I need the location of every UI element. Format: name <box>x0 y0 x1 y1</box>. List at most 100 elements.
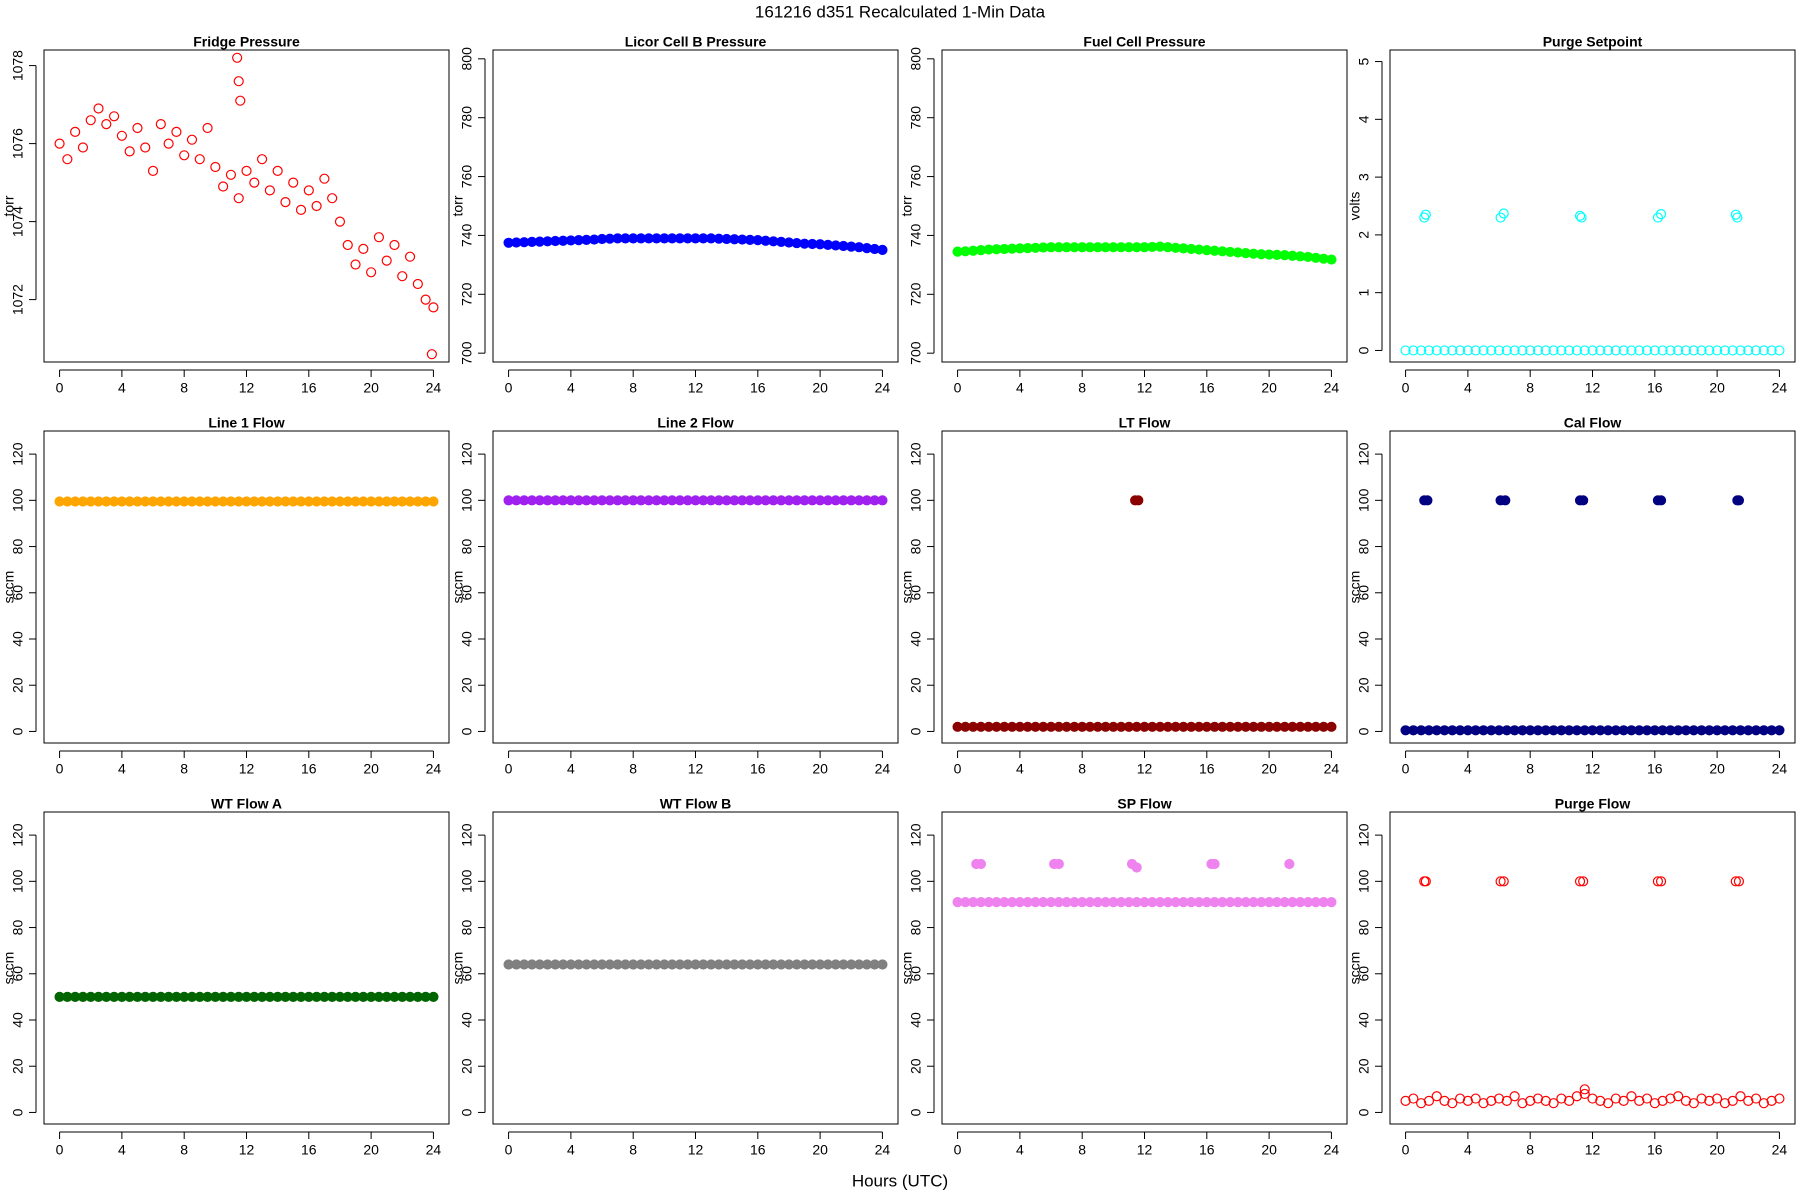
point <box>70 126 81 137</box>
point <box>1727 345 1738 356</box>
y-tick-label: 80 <box>10 920 26 936</box>
point <box>1556 1093 1567 1104</box>
point <box>1733 495 1745 506</box>
y-tick-label: 80 <box>908 539 924 555</box>
panel-title: Purge Setpoint <box>1543 34 1643 50</box>
panel: Fridge Pressure torr 0 4 8 12 16 20 24 1072 1074 10… <box>1 34 450 396</box>
point <box>420 294 431 305</box>
point <box>1532 1093 1544 1104</box>
point <box>975 858 987 870</box>
point <box>397 271 408 282</box>
y-tick-label: 3 <box>1356 173 1372 181</box>
x-tick-label: 16 <box>750 380 766 396</box>
point <box>232 52 243 63</box>
point <box>1735 1091 1746 1102</box>
x-tick-label: 24 <box>1324 761 1340 777</box>
y-axis-label: sccm <box>1347 952 1363 985</box>
y-tick-label: 80 <box>10 539 26 555</box>
point <box>1447 1098 1458 1109</box>
panel: Line 1 Flow sccm 0 4 8 12 16 20 24 0 20 40 60 80 100 12… <box>1 415 450 777</box>
x-tick-label: 24 <box>1324 1142 1340 1158</box>
point <box>1509 345 1520 356</box>
point <box>1571 345 1583 356</box>
x-tick-label: 20 <box>363 1142 379 1158</box>
y-tick-label: 60 <box>908 585 924 601</box>
y-tick-label: 100 <box>1356 869 1372 893</box>
y-tick-label: 100 <box>1356 488 1372 512</box>
point <box>1649 345 1660 356</box>
point <box>101 118 112 130</box>
panel: Fuel Cell Pressure torr 0 4 8 12 16 20 24 700 720 7… <box>899 34 1348 396</box>
y-axis-label: torr <box>1 195 17 216</box>
y-tick-label: 120 <box>908 823 924 847</box>
y-tick-label: 5 <box>1356 57 1372 65</box>
point <box>1673 1091 1684 1102</box>
panel-title: Fuel Cell Pressure <box>1083 34 1205 50</box>
y-tick-label: 100 <box>10 869 26 893</box>
point <box>1486 1095 1497 1106</box>
point <box>1470 345 1481 356</box>
point <box>235 95 246 106</box>
y-axis-label: sccm <box>1 571 17 604</box>
point <box>1439 345 1450 356</box>
y-tick-label: 80 <box>459 539 475 555</box>
point <box>272 165 283 176</box>
point <box>108 111 120 122</box>
point <box>1053 858 1064 870</box>
x-tick-label: 24 <box>875 380 891 396</box>
y-tick-label: 40 <box>459 631 475 647</box>
point <box>1665 345 1676 356</box>
x-tick-label: 0 <box>1402 1142 1410 1158</box>
panel-title: Purge Flow <box>1555 796 1631 812</box>
y-tick-label: 100 <box>908 488 924 512</box>
x-tick-label: 20 <box>812 1142 828 1158</box>
point <box>1540 1095 1551 1106</box>
point <box>1416 1098 1427 1109</box>
point <box>202 122 213 134</box>
plot-frame <box>941 430 1348 744</box>
y-tick-label: 1076 <box>10 128 26 159</box>
y-axis-label: torr <box>899 195 915 216</box>
y-tick-label: 60 <box>1356 585 1372 601</box>
point <box>218 181 229 192</box>
point <box>1408 1093 1419 1104</box>
point <box>1655 876 1667 887</box>
y-axis-label: sccm <box>1 952 17 985</box>
point <box>1548 345 1559 356</box>
x-tick-label: 4 <box>118 380 126 396</box>
point <box>303 185 314 196</box>
point <box>428 496 439 507</box>
point <box>1712 1093 1723 1104</box>
point <box>327 193 338 204</box>
y-tick-label: 100 <box>10 488 26 512</box>
x-tick-label: 8 <box>1078 380 1086 396</box>
y-tick-label: 0 <box>459 1108 475 1116</box>
x-tick-label: 12 <box>239 1142 255 1158</box>
point <box>1766 345 1777 356</box>
y-tick-label: 20 <box>459 677 475 693</box>
x-tick-label: 0 <box>505 761 513 777</box>
panel-title: LT Flow <box>1119 415 1171 431</box>
point <box>1420 209 1431 220</box>
point <box>1610 345 1621 356</box>
x-tick-label: 16 <box>1647 380 1663 396</box>
x-tick-label: 0 <box>1402 380 1410 396</box>
point <box>1626 345 1637 356</box>
x-tick-label: 8 <box>180 761 188 777</box>
panel: WT Flow B sccm 0 4 8 12 16 20 24 0 20 40 60 80 100 120 <box>450 796 899 1158</box>
point <box>1462 345 1473 356</box>
point <box>1540 345 1551 356</box>
x-tick-label: 8 <box>629 761 637 777</box>
x-tick-label: 16 <box>1199 1142 1215 1158</box>
x-tick-label: 8 <box>1078 761 1086 777</box>
point <box>1133 495 1144 506</box>
point <box>1774 345 1785 356</box>
x-tick-label: 20 <box>1709 380 1725 396</box>
point <box>1571 1091 1583 1102</box>
point <box>1634 1095 1645 1106</box>
y-axis-label: sccm <box>450 952 466 985</box>
y-tick-label: 0 <box>908 727 924 735</box>
y-tick-label: 80 <box>908 920 924 936</box>
point <box>1774 725 1785 736</box>
